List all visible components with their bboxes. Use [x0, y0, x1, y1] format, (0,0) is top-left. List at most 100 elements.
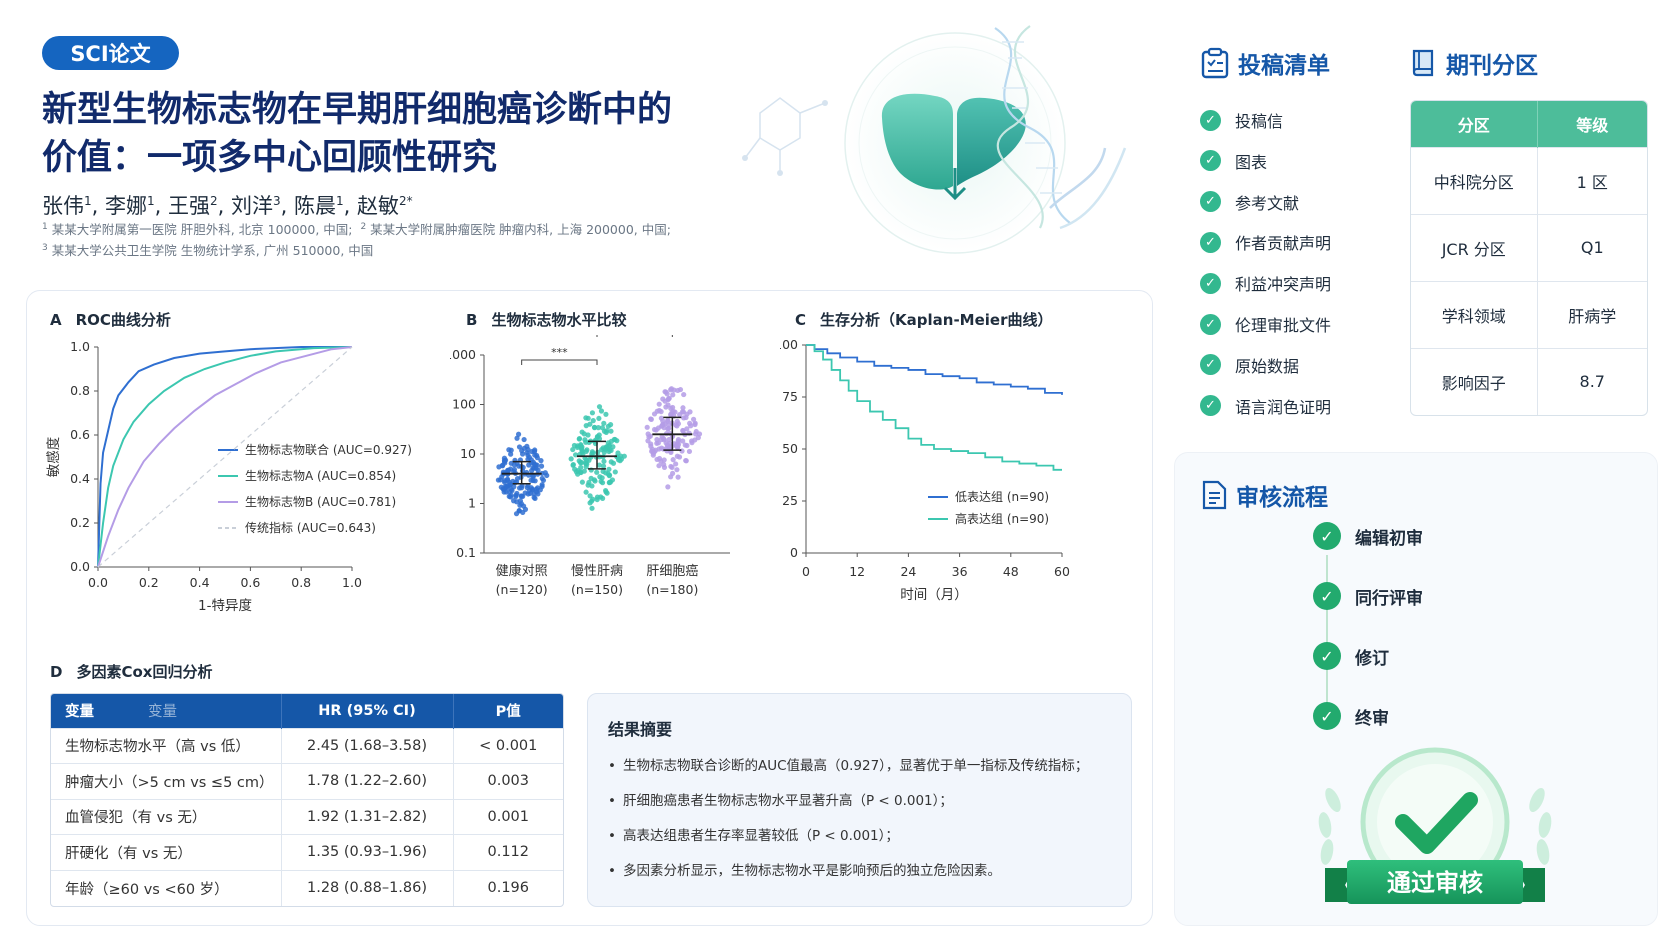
roc-x-label: 1-特异度	[198, 598, 252, 614]
bio-data-point	[618, 456, 625, 462]
bio-data-point	[519, 448, 525, 454]
cox-table-cell: 0.196	[452, 869, 563, 906]
roc-series-line	[97, 346, 353, 568]
author-name: 陈晨1	[294, 194, 344, 218]
roc-y-tick-label: 1.0	[70, 339, 90, 354]
bio-data-point	[594, 469, 600, 475]
checklist-item-label: 图表	[1235, 152, 1268, 172]
km-x-tick-label: 24	[900, 564, 916, 579]
bio-data-point	[579, 479, 585, 485]
roc-legend-label: 生物标志物A (AUC=0.854)	[245, 469, 396, 483]
checklist-item-label: 原始数据	[1235, 356, 1300, 376]
bio-data-point	[513, 492, 519, 498]
bio-data-point	[530, 473, 537, 479]
roc-legend-label: 传统指标 (AUC=0.643)	[245, 520, 376, 535]
checklist-item-label: 利益冲突声明	[1235, 275, 1332, 295]
survival-chart: 025507510001224364860时间（月）生存率 (%)低表达组 (n…	[780, 337, 1070, 603]
journal-title: 期刊分区	[1410, 46, 1538, 80]
bio-category-label: 健康对照	[496, 563, 548, 579]
roc-series-line	[97, 346, 353, 568]
checklist-item-label: 伦理审批文件	[1235, 316, 1332, 335]
checklist-item: ✓ 利益冲突声明	[1200, 271, 1331, 295]
journal-table-row: 学科领域 肝病学	[1411, 280, 1647, 348]
biomarker-chart: 0.11101001000浓度 (ng/mL)健康对照(n=120)慢性肝病(n…	[450, 335, 730, 597]
bio-data-point	[584, 447, 590, 453]
bio-data-point	[583, 415, 589, 421]
bio-data-point	[600, 463, 607, 469]
km-x-tick-label: 0	[802, 564, 810, 579]
summary-item: 多因素分析显示，生物标志物水平是影响预后的独立危险因素。	[608, 859, 1111, 879]
bio-data-point	[576, 435, 583, 442]
review-step-label: 编辑初审	[1355, 528, 1423, 549]
journal-table-cell: 中科院分区	[1411, 146, 1537, 214]
cox-table-row: 肝硬化（有 vs 无） 1.35 (0.93–1.96) 0.112	[51, 834, 563, 870]
summary-title: 结果摘要	[608, 720, 673, 739]
bio-category-n: (n=180)	[646, 582, 698, 597]
bio-data-point	[518, 501, 525, 507]
bio-data-point	[526, 454, 532, 460]
author-list: 张伟1, 李娜1, 王强2, 刘洋3, 陈晨1, 赵敏2*	[42, 194, 413, 218]
km-x-tick-label: 60	[1054, 564, 1070, 579]
stamp-label: 通过审核	[1387, 869, 1483, 897]
bio-data-point	[674, 444, 680, 450]
bio-data-point	[598, 408, 605, 414]
bio-data-point	[522, 490, 528, 496]
author-name: 赵敏2*	[357, 194, 413, 218]
roc-chart: 0.0 0.2 0.4 0.6 0.8 1.0 0.0 0.2 0.4 0.6 0.8 1.0 1-特异…	[45, 339, 412, 614]
bio-data-point	[534, 489, 540, 495]
bio-data-point	[596, 462, 602, 468]
bio-data-point	[514, 435, 520, 441]
bio-data-point	[520, 509, 526, 516]
bio-data-point	[531, 449, 538, 455]
km-y-tick-label: 0	[790, 545, 798, 560]
bio-data-point	[590, 418, 596, 424]
bio-data-point	[668, 463, 674, 470]
bio-data-point	[508, 451, 514, 457]
roc-y-tick-label: 0.2	[70, 515, 90, 530]
cox-header-p: P值	[452, 694, 563, 728]
bio-data-point	[540, 477, 547, 483]
bio-data-point	[595, 425, 601, 431]
bio-data-point	[599, 475, 605, 481]
journal-table-row: JCR 分区 Q1	[1411, 213, 1647, 281]
bio-data-point	[675, 387, 681, 394]
bio-data-point	[601, 420, 607, 426]
summary-item: 高表达组患者生存率显著较低（P < 0.001）；	[608, 824, 1111, 844]
bio-data-point	[592, 478, 598, 484]
bio-data-point	[583, 489, 589, 495]
journal-table-cell: 8.7	[1536, 347, 1647, 415]
cox-table-cell: 0.001	[452, 798, 563, 835]
review-step: ✓ 修订	[1313, 642, 1389, 670]
bio-data-point	[544, 472, 550, 479]
journal-table: 分区 等级 中科院分区 1 区 JCR 分区 Q1 学科领域 肝病学 影响因子 8.7	[1410, 100, 1648, 416]
bio-data-point	[538, 458, 544, 464]
bio-data-point	[660, 446, 666, 452]
bio-data-point	[645, 431, 651, 437]
bio-data-point	[689, 440, 695, 446]
bio-data-point	[528, 477, 534, 483]
bio-data-point	[608, 438, 614, 444]
journal-table-cell: JCR 分区	[1411, 213, 1537, 281]
bio-data-point	[608, 428, 614, 434]
cox-table-cell: 2.45 (1.68–3.58)	[280, 727, 453, 764]
journal-table-row: 中科院分区 1 区	[1411, 146, 1647, 214]
bio-data-point	[582, 437, 588, 443]
cox-header-hr: HR (95% CI)	[280, 694, 453, 728]
checklist-item-label: 参考文献	[1235, 193, 1300, 213]
checklist-item-label: 作者贡献声明	[1235, 234, 1332, 254]
cox-table-cell: 1.28 (0.88–1.86)	[280, 869, 453, 906]
cox-table-cell: 1.92 (1.31–2.82)	[280, 798, 453, 835]
bio-data-point	[659, 422, 665, 429]
bio-data-point	[607, 422, 614, 428]
roc-series-line	[97, 346, 352, 568]
bio-data-point	[596, 415, 602, 422]
cox-table-cell: 血管侵犯（有 vs 无）	[51, 798, 281, 835]
panel-b-title: B 生物标志物水平比较	[466, 311, 627, 329]
bio-data-point	[589, 483, 595, 489]
check-icon: ✓	[1200, 150, 1221, 172]
sci-badge: SCI论文	[42, 36, 179, 70]
bio-data-point	[578, 459, 585, 466]
bio-data-point	[535, 467, 541, 473]
cox-table-row: 血管侵犯（有 vs 无） 1.92 (1.31–2.82) 0.001	[51, 798, 563, 835]
bio-data-point	[687, 420, 693, 426]
